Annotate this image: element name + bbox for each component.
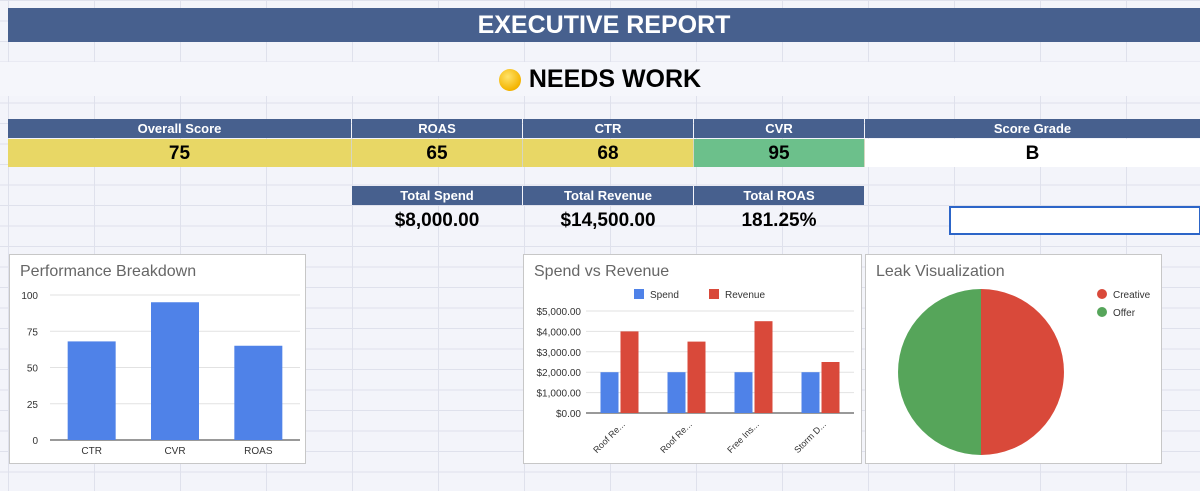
x-tick-label: CVR (164, 446, 185, 457)
roas-value[interactable]: 65 (352, 139, 523, 167)
chart-title: Leak Visualization (876, 263, 1005, 280)
total-spend-value[interactable]: $8,000.00 (394, 210, 480, 231)
chart-title: Spend vs Revenue (534, 263, 670, 280)
legend-swatch (634, 289, 644, 299)
y-tick-label: 50 (27, 364, 39, 375)
x-tick-label: Storm D... (792, 419, 828, 455)
overall-score-header[interactable]: Overall Score (8, 119, 351, 138)
score-grade-value[interactable]: B (865, 139, 1200, 167)
chart-title: Performance Breakdown (20, 263, 197, 280)
x-tick-label: ROAS (244, 446, 273, 457)
leak-visualization-plot: Creative Offer (898, 289, 1151, 455)
y-tick-label: $1,000.00 (537, 389, 582, 400)
total-revenue-value[interactable]: $14,500.00 (560, 210, 656, 231)
y-tick-label: $5,000.00 (537, 307, 582, 318)
status-banner: NEEDS WORK (0, 62, 1200, 96)
performance-breakdown-chart[interactable]: Performance Breakdown 0 25 50 75 100 CTR CVR RO… (9, 254, 306, 464)
status-text: NEEDS WORK (528, 65, 702, 93)
bar (67, 341, 116, 440)
bar (801, 372, 820, 413)
bar (821, 362, 840, 413)
y-tick-label: 0 (32, 436, 38, 447)
legend-label: Offer (1113, 308, 1136, 319)
report-title: EXECUTIVE REPORT (477, 11, 731, 39)
x-tick-label: Roof Re... (591, 419, 627, 455)
y-tick-label: 75 (27, 327, 39, 338)
cvr-header[interactable]: CVR (694, 119, 864, 138)
legend-swatch (1097, 307, 1107, 317)
y-tick-label: 100 (21, 291, 38, 302)
y-tick-label: $2,000.00 (537, 368, 582, 379)
x-tick-label: Free Ins... (725, 419, 761, 455)
bar (151, 302, 199, 440)
bar (754, 321, 773, 413)
bar (667, 372, 686, 413)
leak-visualization-chart[interactable]: Leak Visualization Creative Offer (865, 254, 1162, 464)
ctr-header[interactable]: CTR (523, 119, 693, 138)
ctr-value[interactable]: 68 (523, 139, 694, 167)
x-tick-label: Roof Re... (658, 419, 694, 455)
score-grade-header[interactable]: Score Grade (865, 119, 1200, 138)
legend-label: Revenue (725, 290, 765, 301)
y-tick-label: 25 (27, 400, 39, 411)
bar (600, 372, 619, 413)
spend-vs-revenue-chart[interactable]: Spend vs Revenue $0.00 $1,000.00 $2,000.00… (523, 254, 862, 464)
total-roas-value[interactable]: 181.25% (741, 210, 817, 231)
legend-label: Spend (650, 290, 679, 301)
y-tick-label: $0.00 (556, 409, 581, 420)
bar (687, 341, 706, 413)
legend-swatch (1097, 289, 1107, 299)
legend-label: Creative (1113, 290, 1151, 301)
total-spend-header[interactable]: Total Spend (352, 186, 522, 205)
bar (234, 345, 283, 440)
yellow-circle-icon (498, 69, 521, 91)
performance-breakdown-plot: 0 25 50 75 100 CTR CVR ROAS (21, 291, 300, 457)
overall-score-value[interactable]: 75 (8, 139, 352, 167)
total-revenue-header[interactable]: Total Revenue (523, 186, 693, 205)
report-title-bar: EXECUTIVE REPORT (8, 8, 1200, 42)
y-tick-label: $3,000.00 (537, 348, 582, 359)
bar (734, 372, 753, 413)
bar (620, 331, 639, 413)
pie-slice (981, 289, 1064, 455)
total-roas-header[interactable]: Total ROAS (694, 186, 864, 205)
y-tick-label: $4,000.00 (537, 327, 582, 338)
x-tick-label: CTR (81, 446, 102, 457)
spend-vs-revenue-plot: $0.00 $1,000.00 $2,000.00 $3,000.00 $4,000.0… (537, 289, 854, 455)
cvr-value[interactable]: 95 (694, 139, 865, 167)
selected-cell[interactable] (949, 206, 1200, 235)
legend-swatch (709, 289, 719, 299)
roas-header[interactable]: ROAS (352, 119, 522, 138)
pie-slice (898, 289, 981, 455)
